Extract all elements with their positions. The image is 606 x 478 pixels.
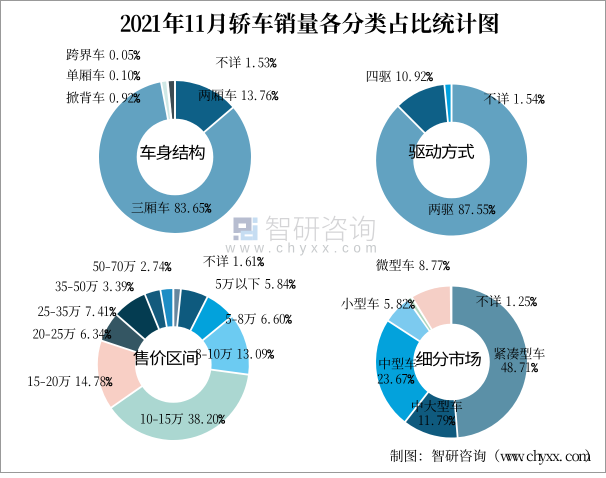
- svg-text:www.chyxx.com: www.chyxx.com: [225, 241, 382, 256]
